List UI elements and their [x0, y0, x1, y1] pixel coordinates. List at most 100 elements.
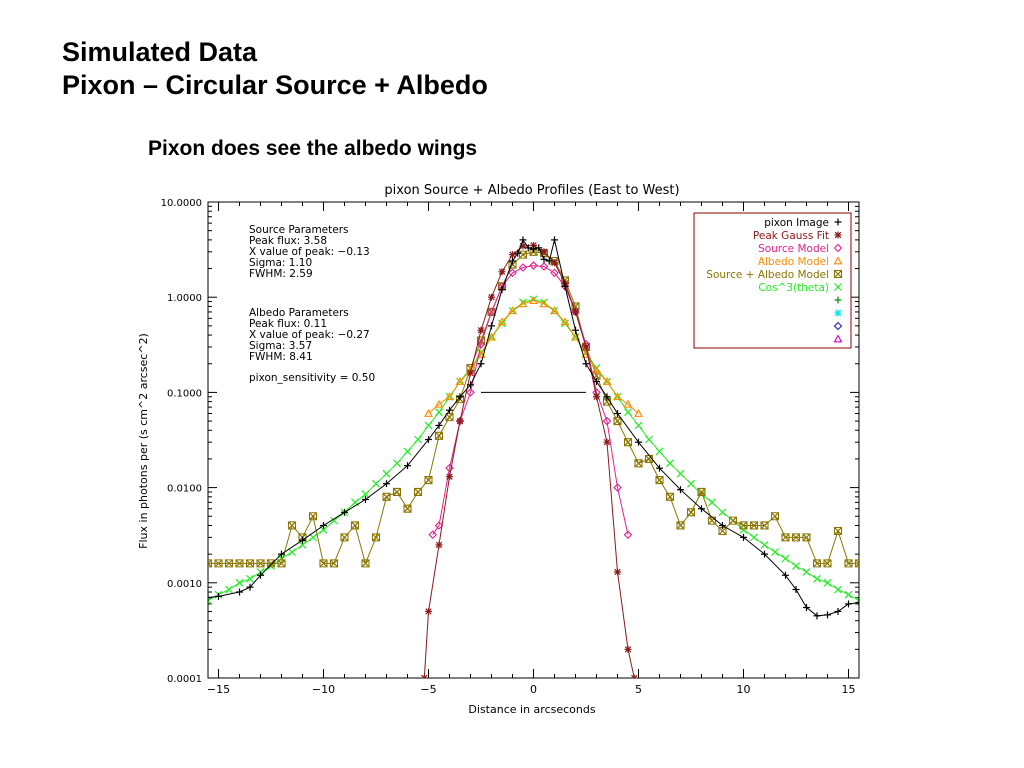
point-albedo-model	[455, 376, 465, 385]
point-cos-3-theta	[676, 469, 685, 478]
y-tick-label: 1.0000	[167, 293, 202, 304]
point-cos-3-theta	[372, 479, 380, 488]
point-pixon-image	[425, 436, 432, 444]
point-cos-3-theta	[823, 578, 832, 587]
point-source-albedo-model	[256, 559, 265, 568]
point-cos-3-theta	[708, 498, 716, 507]
point-pixon-image	[257, 571, 264, 579]
y-tick-label: 0.0001	[167, 674, 202, 685]
point-source-albedo-model	[434, 431, 444, 440]
point-source-model	[529, 261, 538, 270]
point-pixon-image	[299, 536, 306, 544]
series-line-pixon-image	[208, 238, 859, 617]
point-peak-gauss-fit	[446, 473, 453, 481]
point-source-albedo-model	[791, 533, 801, 542]
x-tick-label: 5	[635, 683, 642, 696]
point-source-albedo-model	[802, 533, 811, 542]
point-peak-gauss-fit	[420, 674, 428, 678]
legend-symbol	[834, 296, 842, 304]
point-source-model	[518, 263, 528, 272]
point-source-albedo-model	[329, 559, 339, 568]
point-cos-3-theta	[687, 479, 695, 488]
legend-symbol	[833, 256, 843, 265]
annotation-line: pixon_sensitivity = 0.50	[249, 372, 375, 384]
point-source-albedo-model	[833, 526, 843, 536]
legend-box	[693, 212, 852, 349]
point-albedo-model	[623, 399, 633, 408]
point-source-albedo-model	[697, 487, 706, 497]
point-source-model	[508, 268, 517, 278]
point-pixon-image	[530, 245, 537, 253]
legend-symbol	[833, 321, 843, 331]
point-pixon-image	[824, 611, 831, 619]
legend-symbol	[834, 231, 842, 239]
point-source-albedo-model	[361, 559, 370, 568]
point-source-albedo-model	[277, 559, 286, 568]
point-albedo-model	[518, 299, 528, 308]
point-cos-3-theta	[771, 548, 779, 557]
annotation-line: Sigma: 3.57	[249, 340, 312, 352]
annotation-line: FWHM: 2.59	[249, 268, 313, 280]
point-source-albedo-model	[728, 516, 738, 525]
point-pixon-image	[813, 612, 821, 620]
point-pixon-image	[404, 462, 411, 470]
annotation-line: FWHM: 8.41	[249, 351, 313, 363]
point-source-model	[623, 530, 633, 539]
y-tick-label: 10.0000	[161, 198, 202, 209]
point-pixon-image	[803, 604, 810, 612]
point-albedo-model	[445, 392, 454, 401]
point-pixon-image	[656, 464, 663, 472]
point-cos-3-theta	[298, 540, 307, 549]
point-source-model	[434, 521, 444, 530]
point-peak-gauss-fit	[456, 417, 464, 425]
point-pixon-image	[635, 438, 642, 446]
legend-symbol	[833, 269, 843, 279]
point-pixon-image	[761, 550, 768, 558]
point-cos-3-theta	[750, 533, 758, 542]
point-source-albedo-model	[739, 521, 748, 530]
point-albedo-model	[550, 306, 559, 315]
point-pixon-image	[477, 360, 485, 368]
point-cos-3-theta	[781, 554, 790, 563]
point-cos-3-theta	[666, 459, 674, 468]
point-albedo-model	[434, 399, 444, 408]
point-source-albedo-model	[812, 559, 822, 568]
point-source-albedo-model	[235, 559, 244, 568]
point-source-albedo-model	[823, 559, 832, 568]
point-cos-3-theta	[792, 562, 800, 570]
legend-symbol	[833, 334, 843, 343]
point-pixon-image	[572, 326, 579, 334]
point-albedo-model	[487, 332, 496, 341]
point-pixon-image	[514, 249, 522, 257]
point-cos-3-theta	[844, 590, 853, 599]
chart-title: pixon Source + Albedo Profiles (East to …	[384, 183, 679, 198]
point-pixon-image	[834, 607, 842, 615]
point-albedo-model	[634, 408, 643, 417]
point-cos-3-theta	[435, 408, 443, 417]
legend-symbol	[834, 309, 842, 317]
point-cos-3-theta	[645, 435, 653, 444]
point-source-albedo-model	[686, 508, 696, 517]
point-cos-3-theta	[655, 447, 664, 456]
point-cos-3-theta	[393, 459, 401, 468]
series-line-source-model	[432, 265, 629, 535]
point-albedo-model	[539, 299, 549, 308]
point-pixon-image	[383, 480, 390, 488]
y-axis-label: Flux in photons per (s cm^2 arcsec^2)	[137, 333, 150, 549]
point-source-albedo-model	[623, 438, 633, 447]
point-pixon-image	[246, 583, 254, 591]
point-peak-gauss-fit	[477, 326, 485, 334]
annotation-line: X value of peak: −0.27	[249, 329, 370, 341]
point-source-albedo-model	[319, 559, 328, 568]
point-source-albedo-model	[413, 487, 423, 497]
point-source-albedo-model	[308, 512, 318, 521]
point-peak-gauss-fit	[540, 248, 548, 256]
legend-label: Peak Gauss Fit	[753, 230, 829, 242]
point-pixon-image	[845, 600, 852, 608]
x-tick-label: −10	[312, 683, 335, 696]
point-source-albedo-model	[224, 559, 234, 568]
point-source-albedo-model	[707, 516, 717, 525]
point-source-model	[613, 483, 622, 492]
legend-label: Cos^3(theta)	[758, 282, 829, 294]
point-source-albedo-model	[392, 487, 402, 497]
